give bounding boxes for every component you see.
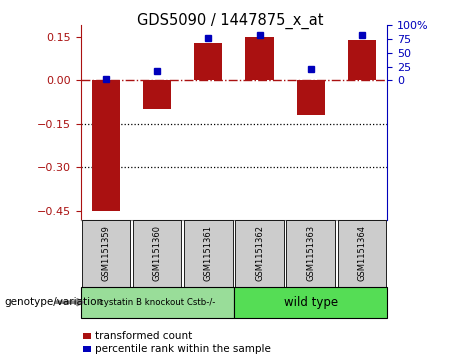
Text: genotype/variation: genotype/variation bbox=[5, 297, 104, 307]
Bar bbox=[92, 81, 120, 211]
Text: GSM1151362: GSM1151362 bbox=[255, 225, 264, 281]
Text: transformed count: transformed count bbox=[95, 331, 193, 341]
Text: GSM1151363: GSM1151363 bbox=[306, 225, 315, 281]
Text: wild type: wild type bbox=[284, 296, 337, 309]
Text: GSM1151359: GSM1151359 bbox=[102, 225, 111, 281]
Text: percentile rank within the sample: percentile rank within the sample bbox=[95, 344, 272, 354]
Bar bbox=[195, 43, 223, 81]
Text: GSM1151361: GSM1151361 bbox=[204, 225, 213, 281]
Text: cystatin B knockout Cstb-/-: cystatin B knockout Cstb-/- bbox=[99, 298, 215, 307]
Bar bbox=[348, 40, 376, 81]
Bar bbox=[296, 81, 325, 115]
Text: GSM1151360: GSM1151360 bbox=[153, 225, 162, 281]
Text: GSM1151364: GSM1151364 bbox=[357, 225, 366, 281]
Bar bbox=[143, 81, 171, 110]
Text: GDS5090 / 1447875_x_at: GDS5090 / 1447875_x_at bbox=[137, 13, 324, 29]
Bar bbox=[245, 37, 273, 81]
